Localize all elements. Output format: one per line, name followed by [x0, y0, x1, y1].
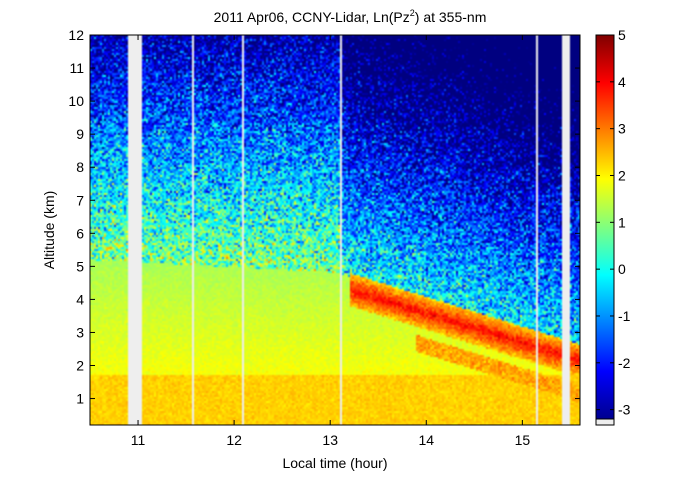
colorbar-tick-label: -2 [618, 355, 631, 371]
heatmap-image [90, 35, 580, 425]
y-tick-label: 9 [76, 126, 84, 142]
colorbar-tick-label: 3 [618, 121, 626, 137]
x-tick-label: 15 [515, 432, 531, 448]
y-tick-label: 2 [76, 358, 84, 374]
heatmap-plot [90, 35, 580, 425]
y-tick-label: 7 [76, 192, 84, 208]
colorbar-nodata-swatch [595, 418, 615, 426]
colorbar-tick-label: 0 [618, 261, 626, 277]
colorbar [595, 34, 615, 420]
colorbar-ticks: -3 -2 -1 0 1 2 3 4 5 [596, 27, 631, 418]
y-tick-label: 3 [76, 324, 84, 340]
x-axis-ticks: 11 12 13 14 15 [131, 35, 531, 448]
x-tick-label: 13 [322, 432, 338, 448]
y-tick-label: 6 [76, 225, 84, 241]
colorbar-tick-label: 1 [618, 214, 626, 230]
x-tick-label: 11 [131, 432, 146, 448]
x-tick-label: 14 [418, 432, 434, 448]
y-axis-label: Altitude (km) [41, 191, 57, 270]
y-tick-label: 12 [68, 27, 84, 43]
y-tick-label: 4 [76, 291, 84, 307]
colorbar-tick-label: -1 [618, 308, 631, 324]
colorbar-tick-label: 2 [618, 167, 626, 183]
plot-frame [89, 34, 581, 426]
colorbar-tick-label: -3 [618, 402, 631, 418]
y-tick-label: 11 [69, 60, 84, 76]
x-axis-label: Local time (hour) [282, 455, 387, 471]
y-tick-label: 1 [76, 391, 84, 407]
colorbar-tick-label: 5 [618, 27, 626, 43]
x-tick-label: 12 [226, 432, 242, 448]
colorbar-tick-label: 4 [618, 74, 626, 90]
y-tick-label: 5 [76, 258, 84, 274]
y-tick-label: 8 [76, 159, 84, 175]
chart-title: 2011 Apr06, CCNY-Lidar, Ln(Pz2) at 355-n… [214, 8, 487, 25]
y-tick-label: 10 [68, 93, 84, 109]
